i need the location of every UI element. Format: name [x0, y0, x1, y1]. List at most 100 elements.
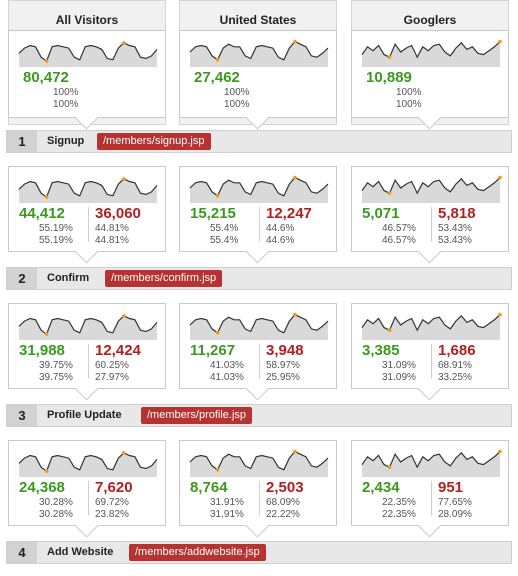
metric-percent: 22.35% [382, 509, 416, 520]
step-name: Signup [47, 135, 85, 147]
step-number: 1 [7, 131, 37, 152]
metric-percent: 44.81% [95, 235, 129, 246]
funnel-step-bar: 1 Signup /members/signup.jsp [6, 130, 512, 153]
metric-percent: 22.35% [382, 497, 416, 508]
step-page-link[interactable]: /members/confirm.jsp [105, 270, 223, 287]
metric-value-dropped: 3,948 [266, 342, 304, 359]
funnel-step-bar: 4 Add Website /members/addwebsite.jsp [6, 541, 512, 564]
sparkline-line [189, 40, 329, 61]
metric-percent: 22.22% [266, 509, 300, 520]
sparkline [189, 39, 329, 67]
sparkline-dot [215, 468, 220, 472]
sparkline-dot [44, 195, 49, 199]
metric-value-continued: 2,434 [362, 479, 400, 496]
sparkline-line [189, 450, 329, 471]
metric-value-continued: 24,368 [19, 479, 65, 496]
metric-card[interactable]: 11,267 41.03% 41.03% 3,948 58.97% 25.95% [179, 303, 337, 389]
divider [259, 344, 260, 380]
sparkline-dot [293, 312, 297, 317]
metric-card[interactable]: 3,385 31.09% 31.09% 1,686 68.91% 33.25% [351, 303, 509, 389]
metric-percent: 100% [224, 87, 250, 98]
sparkline-dot [498, 175, 502, 180]
sparkline-line [189, 313, 329, 334]
sparkline [361, 449, 502, 477]
metric-card[interactable]: 10,889 100% 100% [351, 30, 509, 118]
divider [88, 207, 89, 243]
sparkline-dot [498, 312, 502, 317]
divider [431, 344, 432, 380]
metric-card[interactable]: 24,368 30.28% 30.28% 7,620 69.72% 23.82% [8, 440, 166, 526]
metric-percent: 23.82% [95, 509, 129, 520]
metric-percent: 77.65% [438, 497, 472, 508]
metric-percent: 30.28% [39, 509, 73, 520]
metric-card[interactable]: 5,071 46.57% 46.57% 5,818 53.43% 53.43% [351, 166, 509, 252]
step-name: Add Website [47, 546, 114, 558]
metric-card[interactable]: 80,472 100% 100% [8, 30, 166, 118]
sparkline-dot [215, 331, 220, 335]
metric-percent: 69.72% [95, 497, 129, 508]
sparkline [361, 312, 502, 340]
sparkline [18, 177, 158, 203]
sparkline-dot [215, 58, 220, 62]
sparkline-area [19, 42, 157, 67]
step-name: Profile Update [47, 409, 122, 421]
sparkline [18, 41, 158, 67]
metric-value: 80,472 [23, 69, 69, 86]
metric-card[interactable]: 31,988 39.75% 39.75% 12,424 60.25% 27.97… [8, 303, 166, 389]
metric-card[interactable]: 44,412 55.19% 55.19% 36,060 44.81% 44.81… [8, 166, 166, 252]
metric-value-continued: 5,071 [362, 205, 400, 222]
sparkline-line [361, 41, 501, 59]
metric-percent: 28.09% [438, 509, 472, 520]
metric-percent: 100% [53, 99, 79, 110]
metric-percent: 58.97% [266, 360, 300, 371]
sparkline [361, 39, 502, 67]
sparkline-area [190, 314, 328, 340]
metric-percent: 31.09% [382, 360, 416, 371]
metric-percent: 46.57% [382, 235, 416, 246]
sparkline-area [190, 451, 328, 477]
sparkline-dot [122, 177, 126, 181]
metric-percent: 100% [396, 99, 422, 110]
metric-card[interactable]: 27,462 100% 100% [179, 30, 337, 118]
metric-percent: 25.95% [266, 372, 300, 383]
sparkline-line [18, 42, 158, 63]
metric-percent: 44.6% [266, 223, 295, 234]
step-page-link[interactable]: /members/signup.jsp [97, 133, 211, 150]
sparkline [189, 175, 329, 203]
sparkline [189, 312, 329, 340]
sparkline-area [19, 315, 157, 340]
sparkline [189, 449, 329, 477]
sparkline-dot [215, 194, 220, 198]
sparkline-line [18, 452, 158, 473]
sparkline-dot [387, 55, 392, 59]
sparkline-area [362, 177, 500, 203]
divider [259, 481, 260, 517]
metric-card[interactable]: 2,434 22.35% 22.35% 951 77.65% 28.09% [351, 440, 509, 526]
metric-value-continued: 44,412 [19, 205, 65, 222]
metric-value: 10,889 [366, 69, 412, 86]
metric-card[interactable]: 8,764 31.91% 31.91% 2,503 68.09% 22.22% [179, 440, 337, 526]
sparkline-line [361, 451, 501, 469]
sparkline-dot [387, 328, 392, 332]
divider [431, 207, 432, 243]
step-page-link[interactable]: /members/profile.jsp [141, 407, 253, 424]
metric-value-continued: 3,385 [362, 342, 400, 359]
metric-percent: 46.57% [382, 223, 416, 234]
sparkline-area [362, 314, 500, 340]
metric-percent: 55.19% [39, 235, 73, 246]
sparkline-area [19, 178, 157, 203]
sparkline-area [19, 452, 157, 477]
metric-percent: 33.25% [438, 372, 472, 383]
sparkline-line [361, 314, 501, 332]
metric-percent: 31.09% [382, 372, 416, 383]
divider [88, 344, 89, 380]
sparkline-area [190, 41, 328, 67]
sparkline-dot [498, 39, 502, 44]
metric-card[interactable]: 15,215 55.4% 55.4% 12,247 44.6% 44.6% [179, 166, 337, 252]
sparkline-area [362, 41, 500, 67]
metric-percent: 41.03% [210, 360, 244, 371]
metric-percent: 41.03% [210, 372, 244, 383]
sparkline-dot [44, 469, 49, 473]
step-page-link[interactable]: /members/addwebsite.jsp [129, 544, 266, 561]
metric-value-dropped: 2,503 [266, 479, 304, 496]
